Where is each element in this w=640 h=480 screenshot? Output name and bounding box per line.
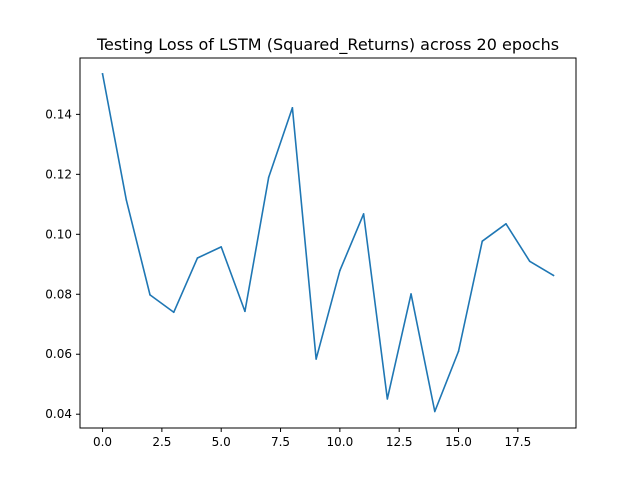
data-point: [386, 398, 389, 400]
data-point: [172, 311, 175, 314]
data-point: [505, 223, 507, 225]
data-point: [220, 246, 223, 248]
data-point: [149, 294, 151, 296]
y-tick-label: 0.12: [45, 167, 72, 181]
data-point: [125, 199, 128, 201]
y-tick-label: 0.04: [45, 407, 72, 421]
data-point: [267, 176, 270, 179]
x-tick-label: 0.0: [93, 435, 112, 449]
y-tick-label: 0.06: [45, 347, 72, 361]
y-tick-label: 0.14: [45, 107, 72, 121]
data-point: [291, 106, 294, 109]
data-point: [196, 257, 199, 259]
data-point: [362, 213, 365, 215]
data-point: [315, 358, 317, 360]
data-point: [244, 310, 246, 313]
x-tick-label: 10.0: [327, 435, 354, 449]
x-tick-label: 15.0: [445, 435, 472, 449]
data-point: [481, 240, 484, 243]
data-point: [552, 274, 555, 277]
x-tick-label: 17.5: [504, 435, 531, 449]
data-point: [457, 350, 460, 353]
data-point: [339, 269, 341, 272]
y-tick-label: 0.10: [45, 227, 72, 241]
y-tick-label: 0.08: [45, 287, 72, 301]
data-point: [101, 73, 104, 75]
data-point: [410, 293, 412, 295]
x-tick-label: 12.5: [386, 435, 413, 449]
x-tick-label: 5.0: [212, 435, 231, 449]
data-point: [433, 410, 436, 413]
series-line: [101, 72, 555, 413]
chart-title: Testing Loss of LSTM (Squared_Returns) a…: [96, 35, 559, 55]
data-point: [528, 260, 531, 263]
x-tick-label: 7.5: [271, 435, 290, 449]
x-tick-label: 2.5: [152, 435, 171, 449]
plot-frame: [79, 57, 577, 429]
